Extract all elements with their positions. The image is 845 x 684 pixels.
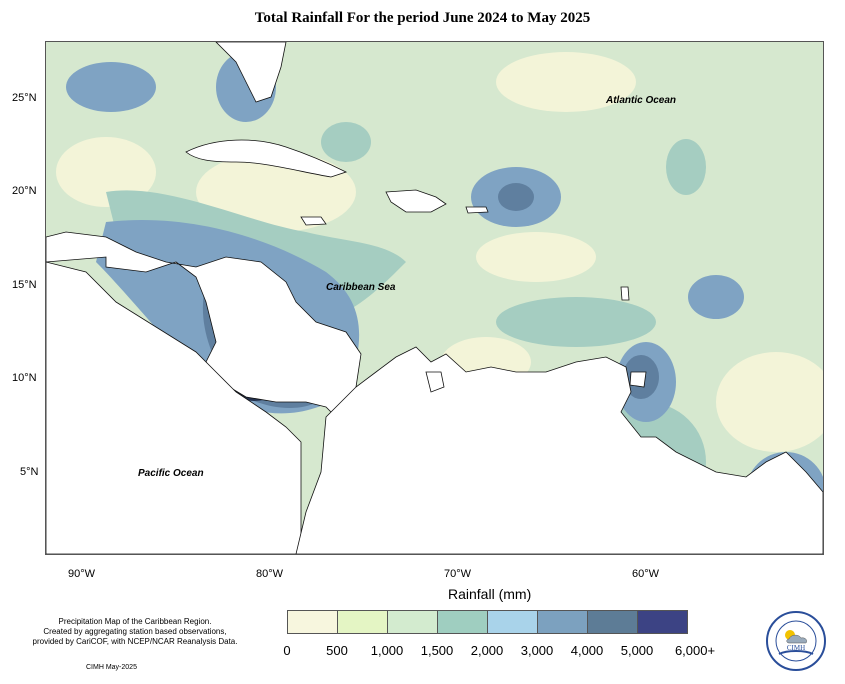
land-areas — [46, 42, 823, 554]
cimh-logo-icon: CIMH — [766, 611, 826, 671]
pacific-coast-land — [46, 261, 302, 554]
credit-line: Created by aggregating station based obs… — [43, 627, 227, 636]
legend-swatch — [538, 611, 588, 633]
lon-label-70w: 70°W — [444, 568, 472, 580]
pacific-ocean-label: Pacific Ocean — [138, 468, 204, 479]
legend-ticks: 0 500 1,000 1,500 2,000 3,000 4,000 5,00… — [0, 643, 845, 661]
cimh-logo: CIMH — [765, 610, 827, 672]
legend-swatch — [288, 611, 338, 633]
jamaica — [300, 216, 327, 226]
atlantic-ocean-label: Atlantic Ocean — [606, 95, 677, 106]
credit-line: Precipitation Map of the Caribbean Regio… — [58, 617, 212, 626]
legend-tick: 4,000 — [570, 643, 604, 658]
rainfall-map-canvas — [46, 42, 823, 554]
color-legend — [287, 610, 688, 634]
legend-swatch — [638, 611, 687, 633]
legend-tick: 3,000 — [520, 643, 554, 658]
legend-tick: 1,000 — [370, 643, 404, 658]
lon-label-90w: 90°W — [68, 568, 96, 580]
rainfall-map — [45, 41, 824, 555]
lesser-antilles — [620, 286, 630, 301]
lat-label-5n: 5°N — [20, 466, 39, 478]
legend-tick: 500 — [326, 643, 348, 658]
lat-label-20n: 20°N — [12, 185, 37, 197]
legend-swatch — [438, 611, 488, 633]
legend-tick: 1,500 — [420, 643, 454, 658]
puerto-rico — [465, 206, 489, 214]
legend-tick: 5,000 — [620, 643, 654, 658]
caribbean-sea-label: Caribbean Sea — [326, 282, 396, 293]
lat-label-25n: 25°N — [12, 92, 37, 104]
legend-swatch — [388, 611, 438, 633]
legend-swatch — [588, 611, 638, 633]
credit-text: Precipitation Map of the Caribbean Regio… — [10, 617, 260, 647]
legend-title: Rainfall (mm) — [448, 586, 532, 602]
legend-tick: 0 — [283, 643, 291, 658]
credit-date: CIMH May-2025 — [86, 664, 137, 671]
legend-tick: 6,000+ — [674, 643, 716, 658]
cuba — [185, 139, 348, 178]
lat-label-10n: 10°N — [12, 372, 37, 384]
credit-line: provided by CariCOF, with NCEP/NCAR Rean… — [32, 637, 238, 646]
legend-swatch — [338, 611, 388, 633]
florida — [215, 42, 287, 103]
maracaibo — [425, 371, 445, 393]
lon-label-60w: 60°W — [632, 568, 660, 580]
legend-tick: 2,000 — [470, 643, 504, 658]
map-title: Total Rainfall For the period June 2024 … — [254, 10, 591, 26]
logo-text: CIMH — [787, 644, 805, 652]
hispaniola — [385, 189, 447, 213]
south-america — [295, 346, 823, 554]
legend-swatch — [488, 611, 538, 633]
lat-label-15n: 15°N — [12, 279, 37, 291]
trinidad — [629, 371, 647, 388]
lon-label-80w: 80°W — [256, 568, 284, 580]
caribbean-islands — [185, 139, 647, 393]
